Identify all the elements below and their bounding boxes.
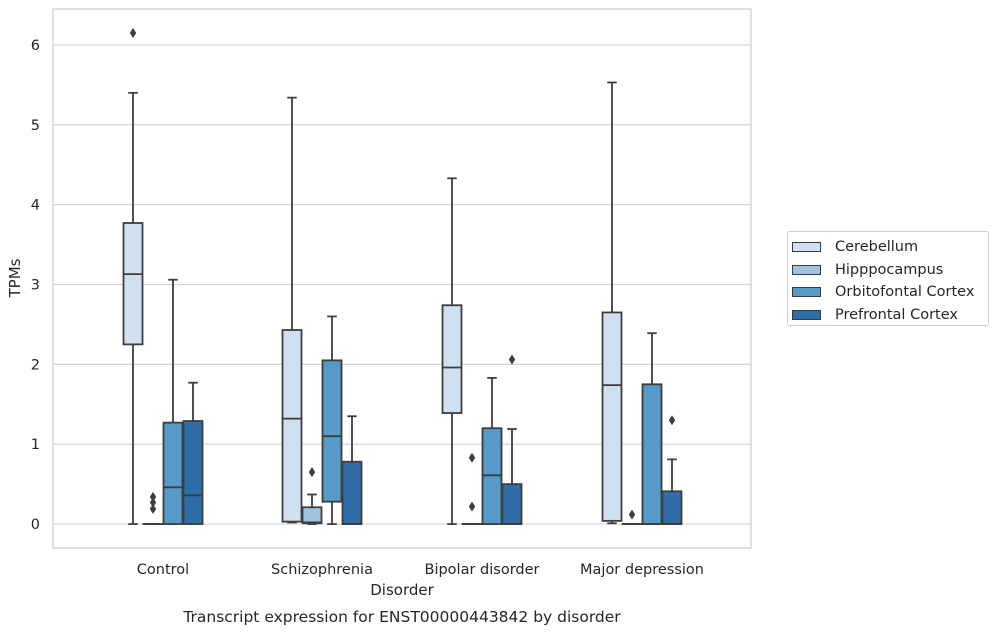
box-body — [441, 304, 463, 414]
box-3-2 — [501, 354, 523, 525]
legend-item-cerebellum: Cerebellum — [792, 236, 988, 259]
x-tick-label: Control — [137, 562, 189, 578]
plot-area-frame — [52, 8, 752, 549]
box-2-0 — [162, 278, 184, 525]
box-body — [661, 490, 683, 525]
box-3-0 — [182, 381, 204, 525]
box-1-3 — [621, 509, 643, 525]
legend-swatch-cerebellum — [792, 242, 821, 253]
y-tick-label: 3 — [31, 277, 40, 293]
legend-label-cerebellum: Cerebellum — [835, 239, 919, 256]
y-tick-label: 1 — [31, 437, 40, 453]
outlier-point — [468, 452, 476, 463]
box-3-3 — [661, 415, 683, 525]
outlier-point — [628, 509, 636, 520]
box-body — [162, 421, 184, 525]
box-3-1 — [341, 415, 363, 525]
outlier-point — [129, 27, 137, 38]
outlier-point — [149, 503, 157, 514]
box-body — [601, 311, 623, 522]
legend-swatch-prefrontal-cortex — [792, 309, 821, 320]
outlier-point — [149, 497, 157, 508]
box-2-1 — [321, 315, 343, 525]
y-tick-label: 6 — [31, 38, 40, 54]
box-1-2 — [461, 452, 483, 525]
outlier-point — [149, 491, 157, 502]
x-axis-label: Disorder — [370, 581, 434, 599]
legend-label-hippocampus: Hipppocampus — [835, 261, 944, 278]
box-0-3 — [601, 81, 623, 525]
box-body — [641, 383, 663, 525]
x-tick-label: Major depression — [580, 562, 704, 578]
box-body — [501, 483, 523, 525]
box-1-0 — [142, 491, 164, 525]
x-tick-label: Schizophrenia — [271, 562, 373, 578]
outlier-point — [668, 415, 676, 426]
legend-item-hippocampus: Hipppocampus — [792, 259, 988, 282]
box-body — [321, 359, 343, 503]
box-body — [341, 460, 363, 525]
legend-swatch-orbitofrontal-cortex — [792, 287, 821, 298]
y-tick-label: 4 — [31, 198, 40, 214]
x-tick-label: Bipolar disorder — [425, 562, 540, 578]
box-body — [182, 420, 204, 525]
y-axis-label: TPMs — [6, 258, 24, 298]
chart-legend: Cerebellum Hipppocampus Orbitofontal Cor… — [787, 231, 989, 326]
y-tick-label: 2 — [31, 357, 40, 373]
box-body — [122, 222, 144, 346]
y-tick-label: 0 — [31, 517, 40, 533]
boxplot-marks — [122, 27, 683, 525]
y-axis-ticks: 0 1 2 3 4 5 6 — [31, 38, 40, 533]
chart-title: Transcript expression for ENST0000044384… — [182, 608, 621, 626]
legend-label-prefrontal-cortex: Prefrontal Cortex — [835, 306, 958, 323]
box-body — [301, 506, 323, 525]
box-body — [281, 329, 303, 523]
outlier-point — [508, 354, 516, 365]
box-1-1 — [301, 467, 323, 525]
outlier-point — [308, 467, 316, 478]
legend-swatch-hippocampus — [792, 264, 821, 275]
box-0-0 — [122, 27, 144, 525]
x-axis-ticks: Control Schizophrenia Bipolar disorder Majo… — [137, 562, 704, 578]
legend-item-prefrontal-cortex: Prefrontal Cortex — [792, 304, 988, 327]
box-0-1 — [281, 96, 303, 524]
box-2-3 — [641, 332, 663, 525]
box-0-2 — [441, 177, 463, 525]
box-2-2 — [481, 377, 503, 525]
legend-label-orbitofrontal-cortex: Orbitofontal Cortex — [835, 284, 975, 301]
outlier-point — [468, 501, 476, 512]
legend-item-orbitofrontal-cortex: Orbitofontal Cortex — [792, 281, 988, 304]
y-tick-label: 5 — [31, 118, 40, 134]
